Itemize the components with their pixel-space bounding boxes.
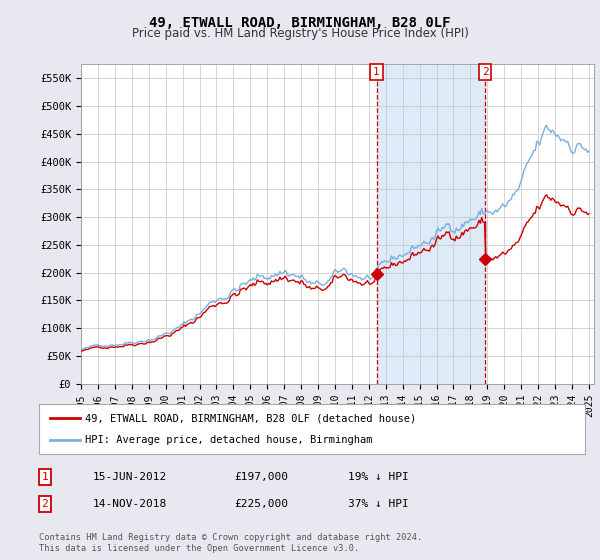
Text: 19% ↓ HPI: 19% ↓ HPI (348, 472, 409, 482)
Text: £225,000: £225,000 (234, 499, 288, 509)
Bar (377, 64, 485, 384)
Text: 1: 1 (373, 67, 380, 77)
Text: Contains HM Land Registry data © Crown copyright and database right 2024.
This d: Contains HM Land Registry data © Crown c… (39, 533, 422, 553)
Text: 14-NOV-2018: 14-NOV-2018 (93, 499, 167, 509)
Text: Price paid vs. HM Land Registry's House Price Index (HPI): Price paid vs. HM Land Registry's House … (131, 27, 469, 40)
Text: £197,000: £197,000 (234, 472, 288, 482)
Text: 49, ETWALL ROAD, BIRMINGHAM, B28 0LF: 49, ETWALL ROAD, BIRMINGHAM, B28 0LF (149, 16, 451, 30)
Text: 1: 1 (41, 472, 49, 482)
Text: 2: 2 (482, 67, 488, 77)
Text: 15-JUN-2012: 15-JUN-2012 (93, 472, 167, 482)
Text: 2: 2 (41, 499, 49, 509)
Text: 37% ↓ HPI: 37% ↓ HPI (348, 499, 409, 509)
Text: HPI: Average price, detached house, Birmingham: HPI: Average price, detached house, Birm… (85, 435, 373, 445)
Text: 49, ETWALL ROAD, BIRMINGHAM, B28 0LF (detached house): 49, ETWALL ROAD, BIRMINGHAM, B28 0LF (de… (85, 413, 416, 423)
